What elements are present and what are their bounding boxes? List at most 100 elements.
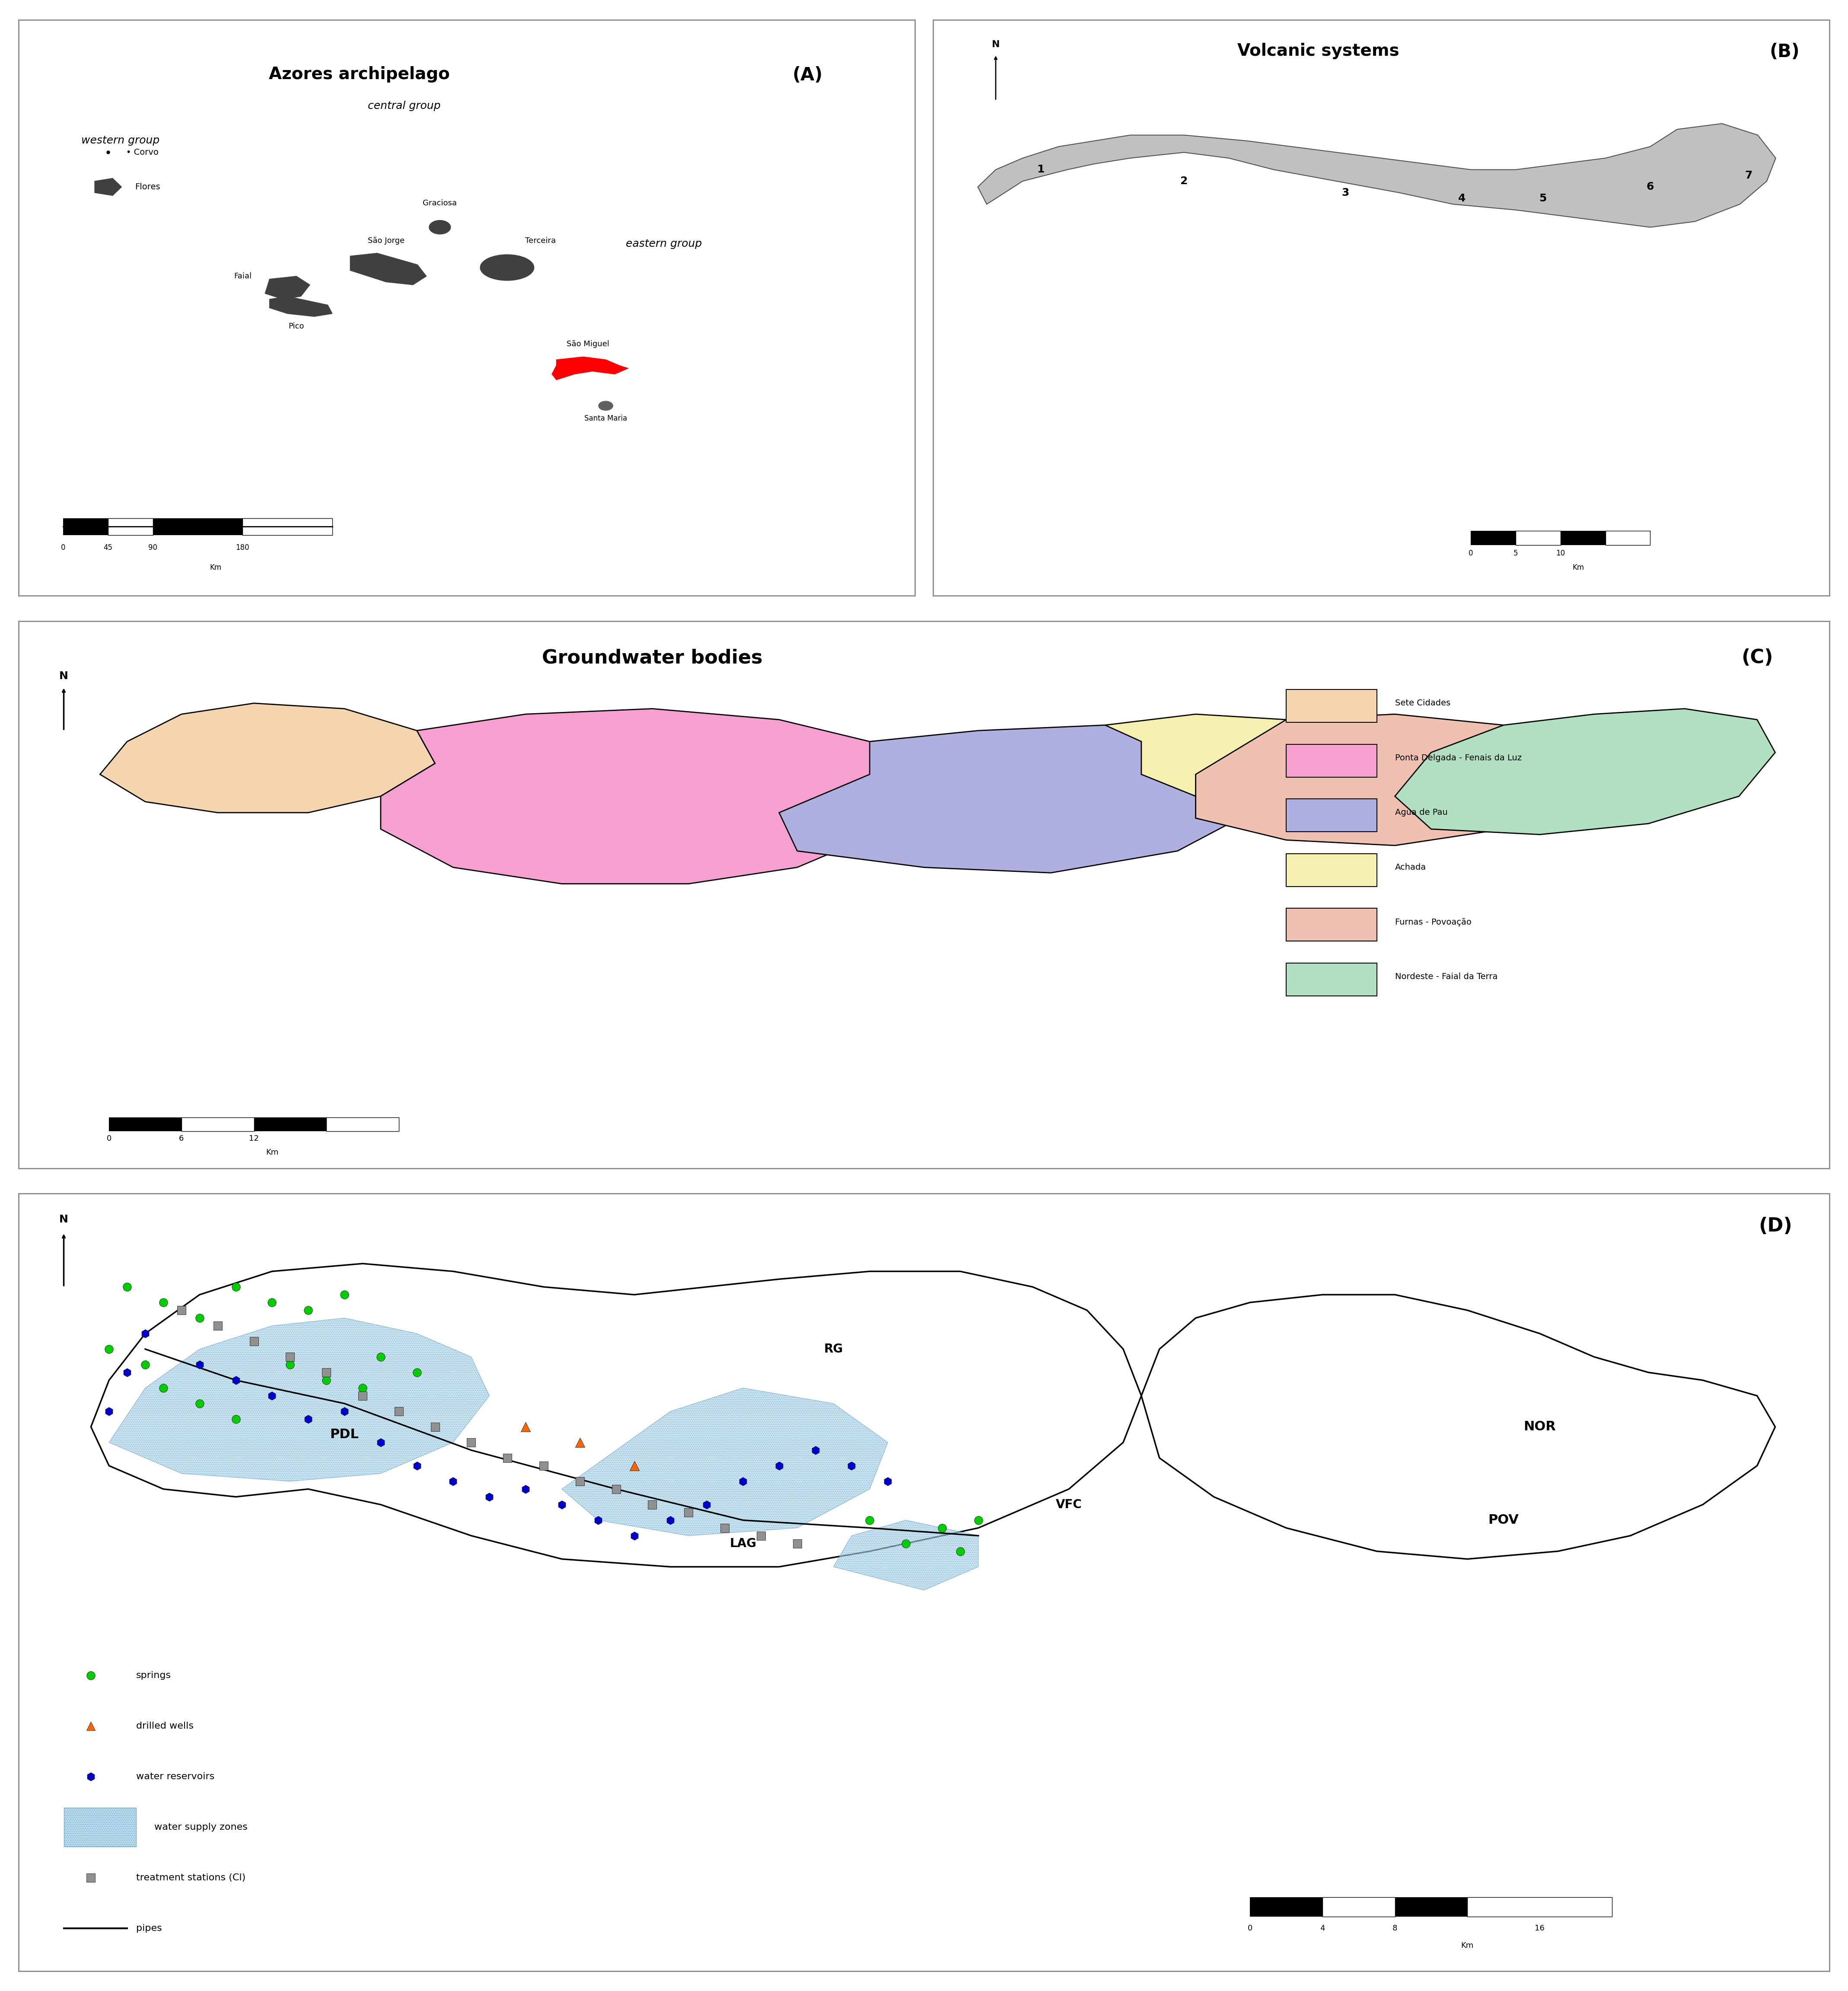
Text: POV: POV xyxy=(1488,1513,1519,1527)
Text: Santa Maria: Santa Maria xyxy=(584,414,626,422)
Text: (A): (A) xyxy=(793,66,822,84)
Text: 6: 6 xyxy=(1647,181,1654,191)
Text: 12: 12 xyxy=(249,1135,259,1143)
Polygon shape xyxy=(91,1264,1142,1567)
Text: VFC: VFC xyxy=(1055,1499,1083,1511)
Text: 0: 0 xyxy=(1247,1925,1253,1933)
Text: 90: 90 xyxy=(148,544,157,552)
Text: São Miguel: São Miguel xyxy=(567,340,610,348)
Bar xyxy=(1471,532,1515,546)
Polygon shape xyxy=(562,1388,887,1535)
Bar xyxy=(1249,1897,1323,1917)
Bar xyxy=(63,518,109,536)
Bar xyxy=(1395,1897,1467,1917)
Text: 8: 8 xyxy=(1392,1925,1397,1933)
Text: RG: RG xyxy=(824,1344,843,1356)
Polygon shape xyxy=(1142,1294,1776,1559)
Ellipse shape xyxy=(480,255,534,281)
Text: 3: 3 xyxy=(1342,187,1349,197)
Text: Km: Km xyxy=(211,563,222,571)
Text: São Jorge: São Jorge xyxy=(368,237,405,245)
Circle shape xyxy=(599,400,614,410)
Text: 6: 6 xyxy=(179,1135,185,1143)
Text: 4: 4 xyxy=(1458,193,1465,203)
Polygon shape xyxy=(94,179,122,195)
Bar xyxy=(1560,532,1606,546)
Text: 5: 5 xyxy=(1539,193,1547,203)
Text: (D): (D) xyxy=(1759,1217,1793,1236)
Text: (C): (C) xyxy=(1741,649,1772,667)
Text: Azores archipelago: Azores archipelago xyxy=(268,66,449,82)
Text: 7: 7 xyxy=(1745,169,1752,181)
Text: treatment stations (Cl): treatment stations (Cl) xyxy=(137,1874,246,1881)
Text: pipes: pipes xyxy=(137,1923,163,1933)
Text: N: N xyxy=(59,671,68,681)
Bar xyxy=(109,1117,181,1131)
Polygon shape xyxy=(270,297,333,317)
Text: Agua de Pau: Agua de Pau xyxy=(1395,808,1447,816)
Bar xyxy=(1515,532,1560,546)
Bar xyxy=(109,518,153,536)
Text: Km: Km xyxy=(1573,563,1584,571)
Text: 45: 45 xyxy=(103,544,113,552)
Bar xyxy=(1286,964,1377,996)
Bar xyxy=(1286,908,1377,942)
Polygon shape xyxy=(264,277,310,299)
Text: 4: 4 xyxy=(1319,1925,1325,1933)
Text: 180: 180 xyxy=(237,544,249,552)
Text: Sete Cidades: Sete Cidades xyxy=(1395,699,1451,707)
Text: Flores: Flores xyxy=(135,183,161,191)
Polygon shape xyxy=(351,253,427,285)
Text: 0: 0 xyxy=(107,1135,111,1143)
Text: springs: springs xyxy=(137,1670,172,1680)
Text: 0: 0 xyxy=(61,544,65,552)
Bar xyxy=(242,518,333,536)
Text: Volcanic systems: Volcanic systems xyxy=(1238,44,1399,60)
Text: central group: central group xyxy=(368,100,440,111)
Bar xyxy=(253,1117,327,1131)
Text: 2: 2 xyxy=(1181,175,1188,187)
Bar xyxy=(1606,532,1650,546)
Text: Groundwater bodies: Groundwater bodies xyxy=(541,649,763,667)
Text: 0: 0 xyxy=(1469,550,1473,557)
Text: Achada: Achada xyxy=(1395,864,1427,872)
Text: Faial: Faial xyxy=(235,273,251,281)
Bar xyxy=(153,518,242,536)
Text: Km: Km xyxy=(1462,1941,1473,1949)
Bar xyxy=(1286,689,1377,723)
Text: 10: 10 xyxy=(1556,550,1565,557)
Polygon shape xyxy=(1196,715,1576,846)
Text: 1: 1 xyxy=(1037,165,1044,175)
Text: (B): (B) xyxy=(1770,44,1800,62)
Text: western group: western group xyxy=(81,135,159,145)
Text: Terceira: Terceira xyxy=(525,237,556,245)
Text: eastern group: eastern group xyxy=(626,239,702,249)
Bar xyxy=(63,1808,137,1848)
Text: Pico: Pico xyxy=(288,323,305,331)
Bar xyxy=(1323,1897,1395,1917)
Bar xyxy=(1286,745,1377,776)
Text: • Corvo: • Corvo xyxy=(126,147,159,157)
Polygon shape xyxy=(978,123,1776,227)
Polygon shape xyxy=(100,703,434,812)
Text: NOR: NOR xyxy=(1523,1422,1556,1434)
Polygon shape xyxy=(381,709,924,884)
Text: N: N xyxy=(59,1215,68,1224)
Text: Ponta Delgada - Fenais da Luz: Ponta Delgada - Fenais da Luz xyxy=(1395,755,1521,763)
Text: 5: 5 xyxy=(1514,550,1517,557)
Text: water supply zones: water supply zones xyxy=(153,1824,248,1832)
Bar xyxy=(1286,854,1377,886)
Bar xyxy=(181,1117,253,1131)
Text: water reservoirs: water reservoirs xyxy=(137,1772,214,1782)
Polygon shape xyxy=(553,356,628,380)
Text: Furnas - Povoação: Furnas - Povoação xyxy=(1395,918,1471,926)
Text: Nordeste - Faial da Terra: Nordeste - Faial da Terra xyxy=(1395,974,1497,982)
Bar xyxy=(1286,798,1377,832)
Bar xyxy=(1467,1897,1611,1917)
Polygon shape xyxy=(833,1521,978,1591)
Text: LAG: LAG xyxy=(730,1537,756,1549)
Text: 16: 16 xyxy=(1536,1925,1545,1933)
Bar xyxy=(327,1117,399,1131)
Polygon shape xyxy=(1395,709,1776,834)
Polygon shape xyxy=(1105,715,1340,796)
